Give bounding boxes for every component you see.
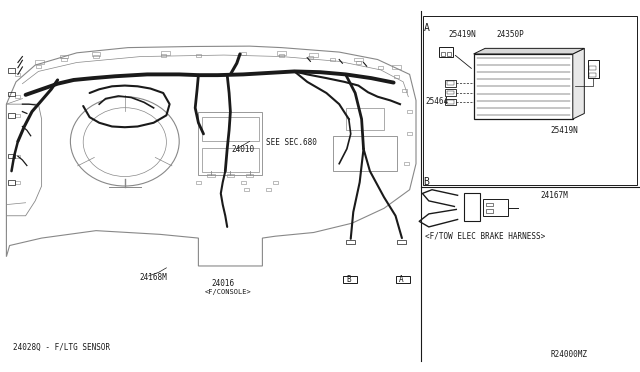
Bar — [244, 188, 249, 191]
Bar — [202, 117, 259, 141]
Bar — [589, 73, 596, 77]
Bar — [266, 188, 271, 191]
Bar — [8, 68, 15, 73]
Bar — [8, 180, 15, 185]
Bar — [15, 73, 20, 76]
Polygon shape — [573, 48, 584, 119]
Text: A: A — [399, 275, 403, 284]
Bar — [378, 66, 383, 69]
Bar — [354, 58, 363, 61]
Bar — [407, 110, 412, 113]
Bar — [445, 89, 456, 96]
Bar — [464, 193, 480, 221]
Bar — [277, 51, 286, 55]
Bar — [35, 60, 44, 64]
Bar — [207, 174, 215, 177]
Bar — [483, 199, 508, 216]
Text: SEE SEC.680: SEE SEC.680 — [266, 138, 316, 147]
Text: B: B — [346, 275, 351, 284]
Bar — [589, 66, 596, 70]
Bar — [404, 162, 409, 165]
Bar — [486, 203, 493, 206]
Bar — [8, 113, 15, 118]
Bar — [447, 52, 451, 56]
Bar — [447, 100, 454, 104]
Bar — [161, 51, 170, 55]
Bar — [447, 81, 454, 85]
Bar — [423, 16, 637, 185]
Bar — [15, 181, 20, 184]
Bar — [273, 181, 278, 184]
Bar — [15, 95, 20, 98]
Text: 24350P: 24350P — [496, 30, 524, 39]
Bar — [198, 112, 262, 175]
Bar — [15, 114, 20, 117]
Bar — [61, 58, 67, 61]
Bar — [241, 181, 246, 184]
Bar — [202, 148, 259, 172]
Bar — [396, 276, 410, 283]
Bar — [60, 55, 68, 58]
Bar — [407, 132, 412, 135]
Bar — [196, 54, 201, 57]
Text: 25419N: 25419N — [448, 30, 476, 39]
Bar — [474, 54, 573, 119]
Bar — [279, 54, 284, 57]
Bar — [241, 52, 246, 55]
Bar — [445, 99, 456, 105]
Bar — [309, 53, 318, 57]
Bar — [447, 91, 454, 94]
Bar — [15, 155, 20, 158]
Bar — [246, 174, 253, 177]
Bar — [343, 276, 357, 283]
Text: 24010: 24010 — [232, 145, 255, 154]
Bar — [439, 47, 453, 57]
Text: 24028Q - F/LTG SENSOR: 24028Q - F/LTG SENSOR — [13, 343, 110, 352]
Bar — [8, 154, 15, 158]
Bar — [486, 209, 493, 213]
Bar — [196, 181, 201, 184]
Bar — [394, 75, 399, 78]
Bar — [441, 52, 445, 56]
Bar — [36, 65, 41, 68]
Bar — [333, 136, 397, 171]
Text: R24000MZ: R24000MZ — [550, 350, 588, 359]
Text: 24016: 24016 — [211, 279, 234, 288]
Bar — [392, 65, 401, 69]
Bar — [397, 240, 406, 244]
Bar — [402, 89, 407, 92]
Text: <F/TOW ELEC BRAKE HARNESS>: <F/TOW ELEC BRAKE HARNESS> — [425, 232, 545, 241]
Text: 25464: 25464 — [426, 97, 449, 106]
Bar — [346, 240, 355, 244]
Text: B: B — [424, 177, 429, 187]
Bar — [93, 55, 99, 58]
Bar — [346, 108, 384, 130]
Bar — [308, 56, 313, 59]
Text: 24167M: 24167M — [541, 191, 568, 200]
Text: <F/CONSOLE>: <F/CONSOLE> — [205, 289, 252, 295]
Bar — [227, 174, 234, 177]
Polygon shape — [474, 48, 584, 54]
Bar — [588, 60, 599, 78]
Bar — [445, 80, 456, 87]
Bar — [161, 54, 166, 57]
Text: A: A — [424, 22, 429, 32]
Bar — [330, 58, 335, 61]
Text: 24168M: 24168M — [140, 273, 167, 282]
Text: 25419N: 25419N — [550, 126, 578, 135]
Bar — [92, 52, 100, 56]
Bar — [356, 61, 361, 64]
Bar — [8, 92, 15, 96]
